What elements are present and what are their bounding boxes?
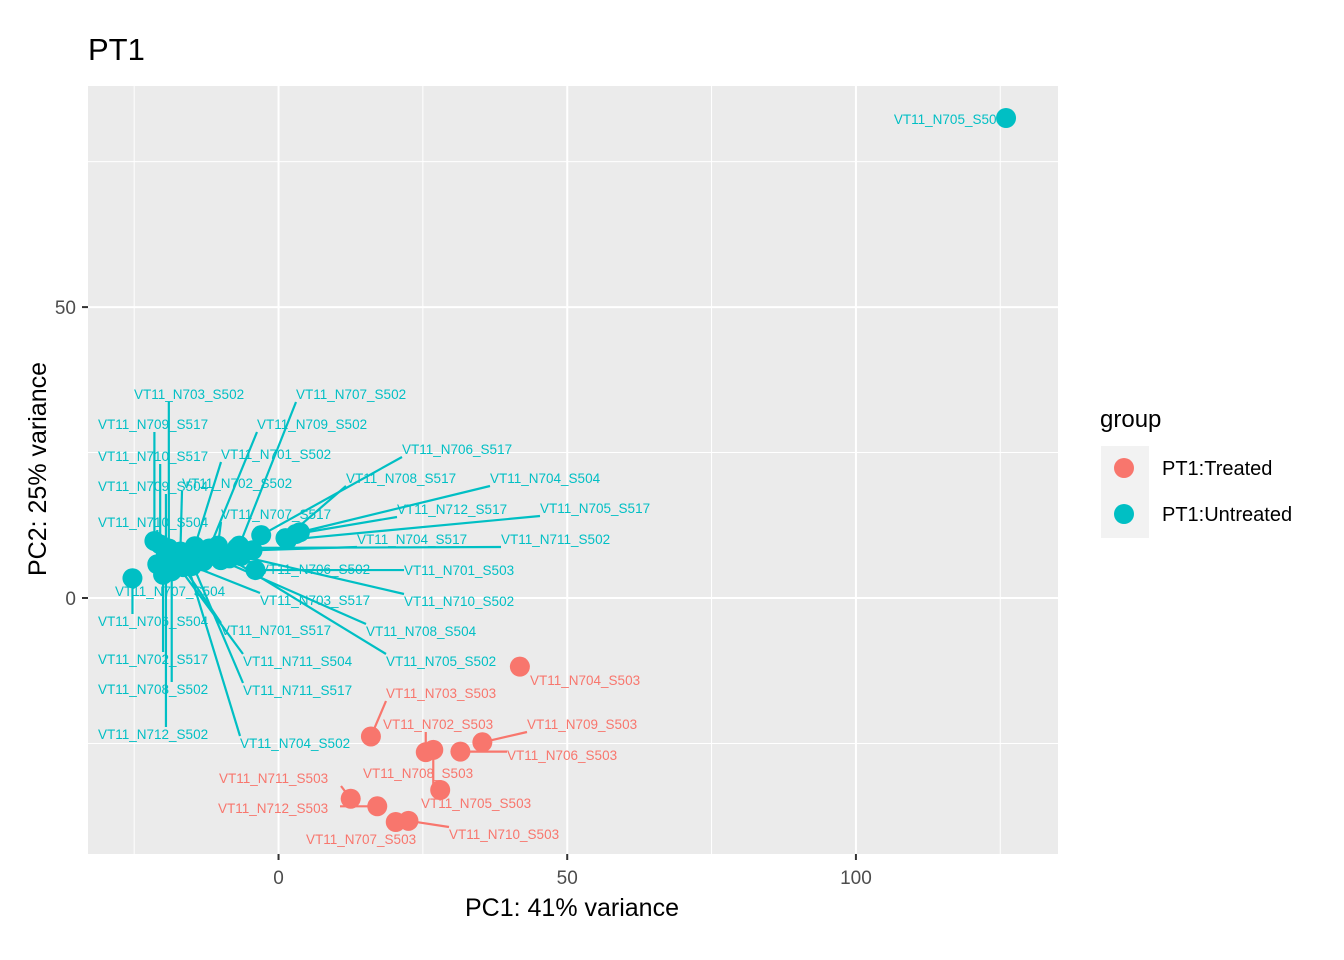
point-label: VT11_N710_S502 bbox=[404, 594, 514, 609]
data-point bbox=[450, 741, 471, 762]
legend-label-treated: PT1:Treated bbox=[1162, 458, 1272, 480]
point-label: VT11_N708_S503 bbox=[363, 766, 473, 781]
legend: group PT1:Treated PT1:Untreated bbox=[1100, 406, 1292, 538]
data-point bbox=[509, 656, 530, 677]
point-label: VT11_N708_S504 bbox=[366, 624, 477, 639]
minor-grid bbox=[88, 86, 1058, 854]
legend-label-untreated: PT1:Untreated bbox=[1162, 504, 1292, 526]
point-label: VT11_N703_S517 bbox=[260, 593, 370, 608]
point-label: VT11_N704_S504 bbox=[490, 471, 601, 486]
point-label: VT11_N707_S503 bbox=[306, 832, 416, 847]
point-label: VT11_N705_S517 bbox=[540, 501, 650, 516]
data-point bbox=[219, 548, 240, 569]
data-point bbox=[430, 780, 451, 800]
data-point bbox=[245, 560, 266, 581]
data-point bbox=[176, 550, 197, 571]
y-tick-label: 50 bbox=[55, 298, 76, 319]
data-point bbox=[251, 525, 272, 546]
point-label: VT11_N712_S503 bbox=[218, 801, 328, 816]
data-point bbox=[472, 732, 493, 753]
label-leader-line bbox=[188, 555, 245, 684]
label-leader-line bbox=[240, 555, 405, 596]
label-leader-line bbox=[295, 515, 398, 536]
point-label: VT11_N709_S517 bbox=[98, 417, 208, 432]
label-leader-line bbox=[287, 514, 541, 541]
point-label: VT11_N709_S503 bbox=[527, 717, 637, 732]
point-label: VT11_N705_S502 bbox=[386, 654, 496, 669]
point-label: VT11_N707_S502 bbox=[296, 387, 406, 402]
y-tick-label: 0 bbox=[65, 589, 76, 610]
data-point bbox=[277, 529, 298, 550]
label-leader-line bbox=[179, 490, 184, 552]
label-leader-line bbox=[299, 484, 491, 534]
point-label: VT11_N712_S502 bbox=[98, 727, 208, 742]
major-grid bbox=[88, 86, 1058, 854]
label-leader-line bbox=[176, 564, 244, 655]
point-label: VT11_N709_S502 bbox=[257, 417, 367, 432]
legend-title: group bbox=[1100, 406, 1161, 433]
label-leader-line bbox=[236, 545, 502, 550]
point-label: VT11_N707_S517 bbox=[221, 507, 331, 522]
point-label: VT11_N704_S502 bbox=[240, 736, 350, 751]
label-leader-line bbox=[208, 431, 259, 549]
point-label: VT11_N710_S504 bbox=[98, 515, 209, 530]
point-label: VT11_N711_S502 bbox=[501, 532, 610, 547]
point-label: VT11_N702_S502 bbox=[182, 476, 292, 491]
point-label: VT11_N707_S504 bbox=[115, 584, 226, 599]
point-label: VT11_N704_S503 bbox=[530, 673, 640, 688]
point-label: VT11_N712_S517 bbox=[397, 502, 507, 517]
point-label: VT11_N705_S504 bbox=[894, 112, 1005, 127]
point-label: VT11_N709_S504 bbox=[98, 479, 209, 494]
point-label: VT11_N705_S503 bbox=[421, 796, 531, 811]
plot-panel bbox=[88, 86, 1058, 854]
data-points bbox=[122, 108, 1017, 832]
data-point bbox=[340, 788, 361, 809]
point-label: VT11_N706_S517 bbox=[402, 442, 512, 457]
data-point bbox=[161, 561, 182, 582]
data-point bbox=[360, 726, 381, 747]
data-point bbox=[398, 810, 419, 831]
point-label: VT11_N710_S503 bbox=[449, 827, 559, 842]
point-label: VT11_N706_S503 bbox=[507, 748, 617, 763]
point-label: VT11_N701_S502 bbox=[221, 447, 331, 462]
data-point bbox=[122, 568, 143, 589]
point-label: VT11_N706_S504 bbox=[98, 614, 209, 629]
point-labels: VT11_N704_S503 VT11_N703_S503 VT11_N702_S5… bbox=[98, 112, 1004, 847]
x-axis-label: PC1: 41% variance bbox=[465, 894, 679, 922]
x-tick-label: 100 bbox=[840, 868, 872, 889]
label-leader-line bbox=[220, 559, 367, 626]
data-point bbox=[423, 739, 444, 760]
label-leader-line bbox=[260, 456, 403, 537]
point-label: VT11_N703_S502 bbox=[134, 387, 244, 402]
point-label: VT11_N708_S517 bbox=[346, 471, 456, 486]
point-label: VT11_N702_S503 bbox=[383, 717, 493, 732]
point-label: VT11_N702_S517 bbox=[98, 652, 208, 667]
axes: 0 50 100 0 50 bbox=[55, 298, 872, 889]
x-tick-label: 50 bbox=[557, 868, 578, 889]
chart-title: PT1 bbox=[88, 32, 145, 67]
label-leader-line bbox=[185, 559, 242, 737]
legend-key-untreated bbox=[1114, 504, 1134, 524]
point-label: VT11_N708_S502 bbox=[98, 682, 208, 697]
label-leader-line bbox=[238, 401, 298, 547]
y-axis-label: PC2: 25% variance bbox=[24, 362, 52, 576]
data-point bbox=[155, 542, 176, 563]
point-label: VT11_N711_S503 bbox=[219, 771, 328, 786]
x-tick-label: 0 bbox=[273, 868, 284, 889]
point-label: VT11_N710_S517 bbox=[98, 449, 208, 464]
point-label: VT11_N704_S517 bbox=[357, 532, 467, 547]
label-leader-line bbox=[193, 461, 223, 547]
point-label: VT11_N703_S503 bbox=[386, 686, 496, 701]
data-point bbox=[996, 108, 1017, 128]
point-label: VT11_N711_S504 bbox=[243, 654, 353, 669]
point-label: VT11_N701_S503 bbox=[404, 563, 514, 578]
point-label: VT11_N711_S517 bbox=[243, 683, 352, 698]
point-label: VT11_N701_S517 bbox=[221, 623, 331, 638]
legend-key-treated bbox=[1114, 458, 1134, 478]
point-label: VT11_N706_S502 bbox=[260, 562, 370, 577]
data-point bbox=[367, 796, 388, 817]
